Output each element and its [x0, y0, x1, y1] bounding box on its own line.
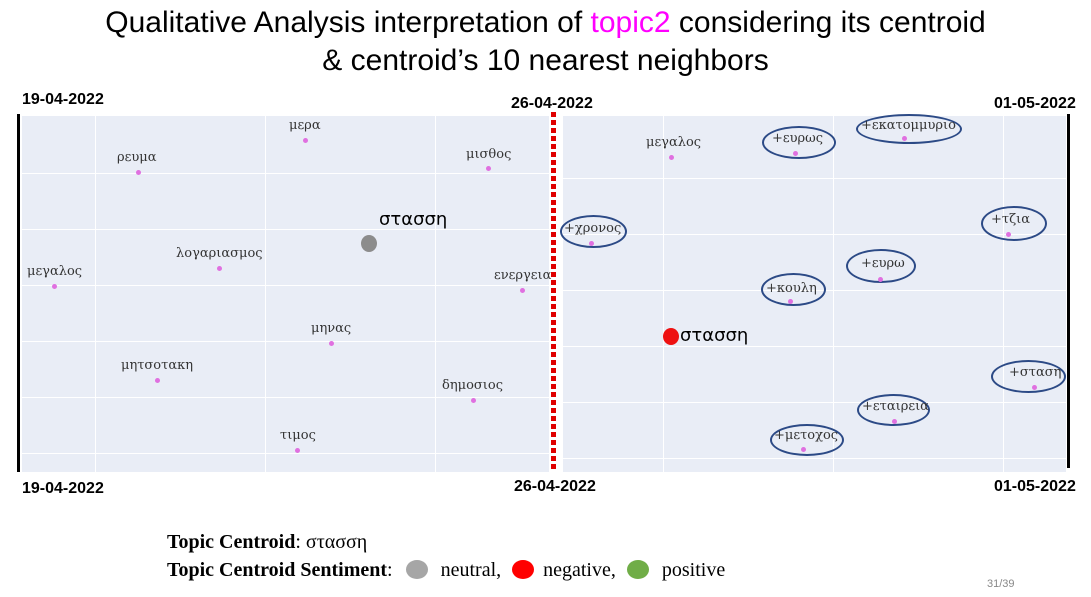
word-point	[787, 298, 793, 304]
gridline	[563, 402, 1066, 403]
word-point	[519, 287, 525, 293]
title-topic-highlight: topic2	[590, 6, 671, 39]
neutral-centroid-marker	[361, 235, 377, 252]
word-point	[154, 377, 160, 383]
highlight-ellipse	[770, 424, 844, 456]
word-label: μητσοτακη	[121, 358, 194, 373]
legend-negative: negative,	[543, 559, 616, 581]
word-label: μισθος	[466, 147, 512, 162]
word-label: μερα	[289, 118, 321, 133]
word-label: +τζια	[991, 212, 1031, 227]
highlight-ellipse	[761, 273, 826, 306]
word-point	[800, 446, 806, 452]
gridline	[563, 458, 1066, 459]
highlight-ellipse	[981, 206, 1047, 241]
gridline	[22, 341, 549, 342]
gridline	[1003, 116, 1004, 472]
word-point	[485, 165, 491, 171]
highlight-ellipse	[991, 360, 1066, 393]
legend-positive: positive	[661, 559, 726, 581]
gridline	[22, 173, 549, 174]
gridline	[563, 234, 1066, 235]
word-point	[51, 283, 57, 289]
gridline	[663, 116, 664, 472]
title-line-2: & centroid’s 10 nearest neighbors	[322, 44, 769, 77]
date-left-top: 19-04-2022	[22, 91, 104, 108]
word-label: +ευρω	[861, 256, 905, 271]
highlight-ellipse	[846, 249, 916, 283]
word-label: +ευρως	[772, 131, 824, 146]
highlight-ellipse	[762, 126, 836, 159]
word-label: δημοσιος	[442, 378, 503, 393]
word-label: +εκατομμυριο	[861, 118, 956, 133]
word-point	[792, 150, 798, 156]
word-label: +χρονος	[564, 221, 622, 236]
highlight-ellipse	[560, 215, 627, 248]
legend-sentiment: Topic Centroid Sentiment: neutral, negat…	[167, 559, 725, 582]
centroid-label: στασση	[680, 325, 749, 346]
date-mid-top: 26-04-2022	[511, 95, 593, 112]
date-left-bottom: 19-04-2022	[22, 480, 104, 497]
left-border-bar	[17, 114, 20, 472]
word-point	[1005, 231, 1011, 237]
negative-centroid-marker	[663, 328, 679, 345]
word-point	[470, 397, 476, 403]
page-number: 31/39	[987, 578, 1015, 590]
date-divider-line	[551, 112, 556, 470]
centroid-label: στασση	[379, 209, 448, 230]
word-label: τιμος	[280, 428, 316, 443]
left-plot-panel	[22, 116, 549, 472]
neutral-color-dot	[405, 560, 428, 579]
title-prefix: Qualitative Analysis interpretation of	[105, 6, 591, 39]
legend-sentiment-label: Topic Centroid Sentiment	[167, 559, 388, 581]
gridline	[265, 116, 266, 472]
legend-sentiment-separator: :	[387, 559, 393, 581]
gridline	[563, 346, 1066, 347]
word-point	[216, 265, 222, 271]
word-label: μεγαλος	[27, 264, 83, 279]
word-point	[877, 276, 883, 282]
word-label: μηνας	[311, 321, 352, 336]
word-label: ρευμα	[117, 150, 157, 165]
title-suffix: considering its centroid	[670, 6, 986, 39]
legend-centroid: Topic Centroid: στασση	[167, 531, 367, 554]
title-line-1: Qualitative Analysis interpretation of t…	[0, 4, 1091, 42]
word-label: +μετοχος	[774, 428, 839, 443]
word-label: μεγαλος	[646, 135, 702, 150]
gridline	[833, 116, 834, 472]
word-point	[1031, 384, 1037, 390]
right-border-bar	[1067, 114, 1070, 468]
word-point	[294, 447, 300, 453]
slide-title: Qualitative Analysis interpretation of t…	[0, 4, 1091, 80]
gridline	[95, 116, 96, 472]
positive-color-dot	[626, 560, 649, 579]
word-label: ενεργεια	[494, 268, 552, 283]
word-point	[668, 154, 674, 160]
gridline	[22, 285, 549, 286]
word-point	[588, 240, 594, 246]
gridline	[22, 229, 549, 230]
date-right-bottom: 01-05-2022	[994, 478, 1076, 495]
date-mid-bottom: 26-04-2022	[514, 478, 596, 495]
gridline	[563, 178, 1066, 179]
highlight-ellipse	[857, 394, 930, 426]
negative-color-dot	[512, 560, 535, 579]
word-label: +εταιρεια	[862, 399, 929, 414]
date-right-top: 01-05-2022	[994, 95, 1076, 112]
word-point	[135, 169, 141, 175]
word-label: +σταση	[1009, 365, 1062, 380]
word-point	[328, 340, 334, 346]
word-label: +κουλη	[766, 281, 817, 296]
legend-centroid-label: Topic Centroid	[167, 531, 296, 553]
word-label: λογαριασμος	[176, 246, 263, 261]
gridline	[22, 397, 549, 398]
word-point	[901, 135, 907, 141]
word-point	[891, 418, 897, 424]
legend-neutral: neutral,	[440, 559, 502, 581]
highlight-ellipse	[856, 114, 962, 144]
gridline	[22, 453, 549, 454]
gridline	[435, 116, 436, 472]
word-point	[302, 137, 308, 143]
legend-centroid-value: : στασση	[295, 531, 368, 553]
